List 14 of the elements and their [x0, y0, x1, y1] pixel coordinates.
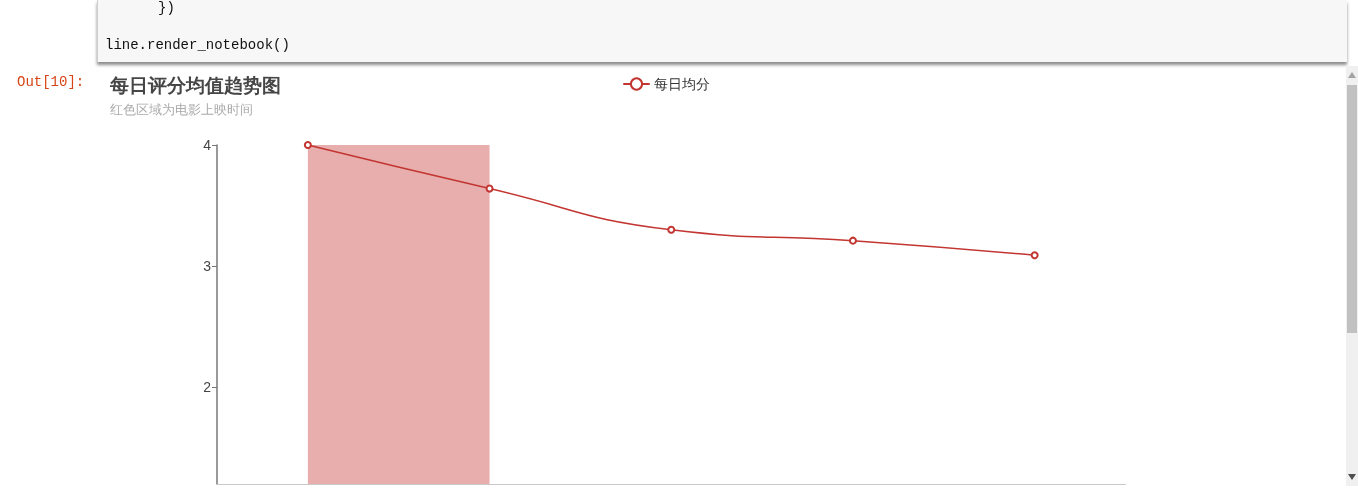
- legend-label: 每日均分: [654, 76, 710, 92]
- point: [667, 225, 676, 234]
- point: [485, 184, 494, 193]
- chart-subtitle: 红色区域为电影上映时间: [110, 102, 253, 117]
- point: [303, 141, 312, 149]
- text: }): [158, 0, 175, 16]
- text: Out[10]:: [17, 74, 85, 90]
- y-tick-label: 3: [203, 258, 212, 275]
- chart-title: 每日评分均值趋势图: [109, 75, 281, 96]
- point: [848, 236, 857, 245]
- y-tick-label: 2: [203, 379, 212, 396]
- text: line.render_notebook(): [105, 37, 290, 53]
- point: [1030, 251, 1039, 260]
- y-tick-label: 4: [203, 137, 212, 153]
